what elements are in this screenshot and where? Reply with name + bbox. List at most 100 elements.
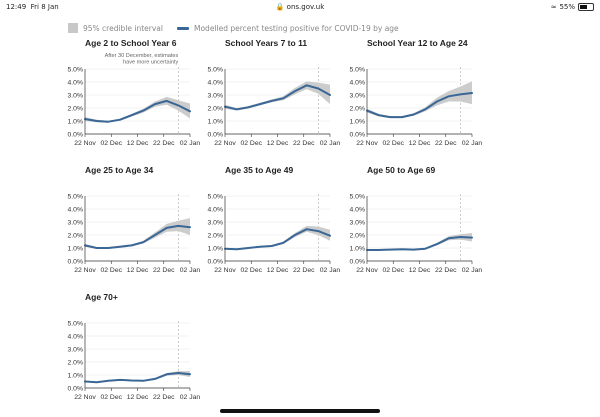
- chart-panel-35-to-49: Age 35 to Age 49 0.0% 1.0% 2.0% 3.0% 4.0% 5.0…: [208, 165, 341, 275]
- x-tick-label: 12 Dec: [409, 140, 431, 147]
- x-tick-label: 22 Nov: [74, 394, 96, 401]
- y-tick-label: 5.0%: [350, 67, 366, 74]
- y-tick-label: 5.0%: [350, 194, 366, 201]
- lock-icon: 🔒: [275, 3, 285, 11]
- chart-panel-year-12-to-24: School Year 12 to Age 24 0.0% 1.0% 2.0% 3.0…: [350, 38, 483, 148]
- x-tick-label: 12 Dec: [127, 140, 149, 147]
- y-tick-label: 1.0%: [350, 119, 366, 126]
- y-tick-label: 0.0%: [350, 132, 366, 139]
- panel-title: School Years 7 to 11: [225, 38, 308, 48]
- status-bar: 12:49 Fri 8 Jan 🔒 ons.gov.uk ≈ 55%: [0, 0, 600, 14]
- wifi-icon: ≈: [550, 3, 557, 11]
- credible-interval-band: [367, 233, 472, 251]
- x-tick-label: 02 Dec: [100, 394, 122, 401]
- panel-title: Age 2 to School Year 6: [85, 38, 177, 48]
- x-tick-label: 22 Nov: [214, 140, 236, 147]
- x-tick-label: 02 Dec: [100, 267, 122, 274]
- legend-item-line: Modelled percent testing positive for CO…: [177, 24, 399, 33]
- battery-level: [580, 5, 587, 9]
- x-tick-label: 22 Dec: [293, 140, 315, 147]
- x-tick-label: 22 Dec: [435, 140, 457, 147]
- uncertainty-annotation: After 30 December, estimates: [105, 53, 179, 59]
- y-tick-label: 3.0%: [68, 93, 84, 100]
- credible-interval-band: [225, 225, 330, 251]
- legend-swatch-line: [177, 26, 189, 30]
- x-tick-label: 22 Nov: [74, 267, 96, 274]
- y-tick-label: 1.0%: [208, 246, 224, 253]
- series-line: [366, 92, 473, 119]
- series-line: [366, 236, 473, 251]
- x-tick-label: 02 Jan: [180, 394, 201, 401]
- chart-svg: 0.0% 1.0% 2.0% 3.0% 4.0% 5.0% After 30 Decembe…: [68, 53, 201, 147]
- address-bar[interactable]: 🔒 ons.gov.uk: [275, 3, 325, 11]
- x-tick-label: 22 Dec: [293, 267, 315, 274]
- uncertainty-annotation: have more uncertainty: [123, 60, 179, 66]
- home-indicator[interactable]: [220, 409, 380, 413]
- x-tick-label: 02 Jan: [320, 267, 341, 274]
- x-tick-label: 02 Dec: [240, 267, 262, 274]
- chart-panel-50-to-69: Age 50 to Age 69 0.0% 1.0% 2.0% 3.0% 4.0% 5.0…: [350, 165, 483, 275]
- x-tick-label: 12 Dec: [409, 267, 431, 274]
- y-tick-label: 1.0%: [68, 373, 84, 380]
- y-tick-label: 4.0%: [68, 334, 84, 341]
- panel-title: Age 70+: [85, 292, 118, 302]
- y-tick-label: 2.0%: [208, 106, 224, 113]
- x-tick-label: 02 Jan: [462, 267, 483, 274]
- panel-title: Age 25 to Age 34: [85, 165, 154, 175]
- y-tick-label: 0.0%: [68, 132, 84, 139]
- y-tick-label: 5.0%: [208, 194, 224, 201]
- panel-title: Age 35 to Age 49: [225, 165, 294, 175]
- y-tick-label: 1.0%: [208, 119, 224, 126]
- y-tick-label: 4.0%: [208, 80, 224, 87]
- chart-svg: 0.0% 1.0% 2.0% 3.0% 4.0% 5.0% 22 Nov 02 Dec 12 D…: [350, 194, 483, 275]
- y-tick-label: 5.0%: [68, 67, 84, 74]
- chart-panel-25-to-34: Age 25 to Age 34 0.0% 1.0% 2.0% 3.0% 4.0% 5.0…: [68, 165, 201, 275]
- x-tick-label: 02 Jan: [320, 140, 341, 147]
- x-tick-label: 22 Dec: [153, 140, 175, 147]
- y-tick-label: 3.0%: [208, 220, 224, 227]
- y-tick-label: 3.0%: [208, 93, 224, 100]
- x-tick-label: 22 Nov: [356, 140, 378, 147]
- chart-panel-age-2-to-year-6: Age 2 to School Year 6 0.0% 1.0% 2.0% 3.0% 4…: [68, 38, 201, 148]
- chart-panel-70-plus: Age 70+ 0.0% 1.0% 2.0% 3.0% 4.0% 5.0% 22 Nov 02…: [68, 292, 201, 402]
- y-tick-label: 2.0%: [68, 106, 84, 113]
- x-tick-label: 22 Nov: [214, 267, 236, 274]
- x-tick-label: 22 Dec: [435, 267, 457, 274]
- x-tick-label: 12 Dec: [267, 140, 289, 147]
- series-line: [224, 84, 331, 111]
- x-tick-label: 02 Dec: [240, 140, 262, 147]
- panel-title: Age 50 to Age 69: [367, 165, 436, 175]
- legend-swatch-band: [68, 23, 78, 33]
- y-tick-label: 4.0%: [208, 207, 224, 214]
- y-tick-label: 0.0%: [208, 132, 224, 139]
- panel-title: School Year 12 to Age 24: [367, 38, 468, 48]
- y-tick-label: 2.0%: [350, 233, 366, 240]
- chart-svg: 0.0% 1.0% 2.0% 3.0% 4.0% 5.0% 22 Nov 02 Dec 12 D…: [68, 321, 201, 402]
- y-tick-label: 3.0%: [350, 93, 366, 100]
- y-tick-label: 2.0%: [208, 233, 224, 240]
- y-tick-label: 1.0%: [68, 246, 84, 253]
- x-tick-label: 02 Dec: [382, 267, 404, 274]
- chart-panel-years-7-to-11: School Years 7 to 11 0.0% 1.0% 2.0% 3.0% 4.0…: [208, 38, 341, 148]
- x-tick-label: 12 Dec: [127, 267, 149, 274]
- y-tick-label: 3.0%: [68, 220, 84, 227]
- y-tick-label: 1.0%: [68, 119, 84, 126]
- credible-interval-band: [85, 96, 190, 123]
- y-tick-label: 5.0%: [68, 194, 84, 201]
- x-tick-label: 02 Dec: [100, 140, 122, 147]
- series-line: [84, 99, 191, 123]
- y-tick-label: 5.0%: [68, 321, 84, 328]
- y-tick-label: 4.0%: [350, 207, 366, 214]
- y-tick-label: 2.0%: [68, 233, 84, 240]
- x-tick-label: 02 Jan: [462, 140, 483, 147]
- y-tick-label: 0.0%: [208, 259, 224, 266]
- y-tick-label: 0.0%: [68, 386, 84, 393]
- y-tick-label: 4.0%: [68, 80, 84, 87]
- legend-label-band: 95% credible interval: [83, 23, 163, 33]
- x-tick-label: 02 Jan: [180, 267, 201, 274]
- x-tick-label: 22 Dec: [153, 267, 175, 274]
- chart-svg: 0.0% 1.0% 2.0% 3.0% 4.0% 5.0% 22 Nov 02 Dec 12 D…: [68, 194, 201, 275]
- status-time: 12:49 Fri 8 Jan: [6, 3, 59, 11]
- x-tick-label: 22 Dec: [153, 394, 175, 401]
- y-tick-label: 0.0%: [68, 259, 84, 266]
